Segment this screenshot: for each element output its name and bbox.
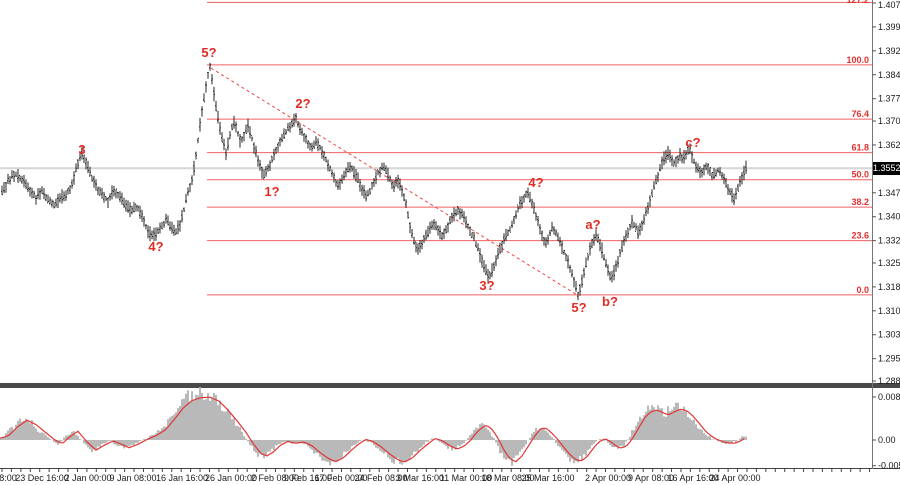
price-bars [1, 62, 747, 301]
time-axis-label: 25 Mar 16:00 [521, 473, 574, 483]
indicator-axis-label: -0.00534 [878, 461, 900, 471]
indicator-axis-label: 0.00895 [878, 392, 900, 402]
price-axis-label: 1.3625 [878, 140, 900, 150]
price-axis-label: 1.2885 [878, 376, 900, 386]
time-axis-label: 16 Apr 16:00 [667, 473, 718, 483]
price-axis-label: 1.3255 [878, 258, 900, 268]
time-axis-label: 24 Apr 00:00 [709, 473, 760, 483]
price-axis-label: 1.3700 [878, 116, 900, 126]
price-axis-label: 1.3845 [878, 70, 900, 80]
wave-label-5q-0: 5? [201, 45, 216, 60]
price-axis-label: 1.3105 [878, 306, 900, 316]
wave-label-3q-8: 3? [479, 278, 494, 293]
price-axis-label: 1.2955 [878, 354, 900, 364]
indicator-plot[interactable] [0, 388, 872, 468]
time-axis-label: 9 Apr 08:00 [628, 473, 674, 483]
wave-label-bq-10: b? [602, 294, 618, 309]
price-axis-label: 1.3180 [878, 282, 900, 292]
wave-label-2q-1: 2? [295, 96, 310, 111]
time-axis-label: 17 Feb 00:00 [314, 473, 367, 483]
wave-label-4q-5: 4? [528, 175, 543, 190]
time-axis-label: 23 Dec 16:00 [15, 473, 69, 483]
time-axis-label: 9 Jan 08:00 [109, 473, 156, 483]
wave-label-cq-7: c? [685, 135, 700, 150]
time-axis-label: 18 Mar 08:00 [481, 473, 534, 483]
price-axis-label: 1.3325 [878, 236, 900, 246]
current-price-box: 1.3552 [873, 162, 900, 175]
fib-label-76.4: 76.4 [851, 109, 869, 119]
panel-divider [0, 383, 900, 388]
time-axis-label: 9 Feb 16:00 [284, 473, 332, 483]
fib-label-127.2: 127.2 [846, 0, 869, 5]
price-axis-label: 1.3770 [878, 94, 900, 104]
oscillator-signal-line [0, 396, 745, 463]
wave-label-4q-4: 4? [148, 239, 163, 254]
time-axis-label: 2 Apr 00:00 [585, 473, 631, 483]
fib-label-50.0: 50.0 [851, 170, 869, 180]
price-axis-label: 1.3030 [878, 330, 900, 340]
time-axis-label: 3 Mar 16:00 [396, 473, 444, 483]
indicator-axis-label: 0.00 [878, 435, 896, 445]
wave-label-3-2: 3 [78, 142, 85, 157]
oscillator-histogram [0, 387, 747, 466]
wave-label-5q-9: 5? [571, 300, 586, 315]
price-axis-label: 1.3920 [878, 46, 900, 56]
price-axis-label: 1.3400 [878, 212, 900, 222]
price-axis-label: 1.3475 [878, 188, 900, 198]
time-axis-label: 16 Jan 16:00 [156, 473, 208, 483]
price-axis-label: 1.4070 [878, 0, 900, 10]
time-axis-label: 2 Feb 08:00 [251, 473, 299, 483]
wave-label-aq-6: a? [585, 217, 600, 232]
fib-label-38.2: 38.2 [851, 197, 869, 207]
time-axis-label: 24 Feb 08:00 [354, 473, 407, 483]
time-axis-label: 11 Mar 00:00 [440, 473, 492, 483]
time-axis-label: 26 Jan 00:00 [205, 473, 257, 483]
wave-label-1q-3: 1? [264, 184, 279, 199]
price-axis-label: 1.3995 [878, 22, 900, 32]
fib-label-23.6: 23.6 [851, 231, 869, 241]
fib-label-61.8: 61.8 [851, 143, 869, 153]
fib-label-100.0: 100.0 [846, 55, 869, 65]
main-chart-plot[interactable] [0, 0, 872, 383]
time-axis-label: 2 Jan 00:00 [64, 473, 111, 483]
fib-label-0.0: 0.0 [856, 285, 869, 295]
time-axis-label: 8:00 [0, 473, 17, 483]
